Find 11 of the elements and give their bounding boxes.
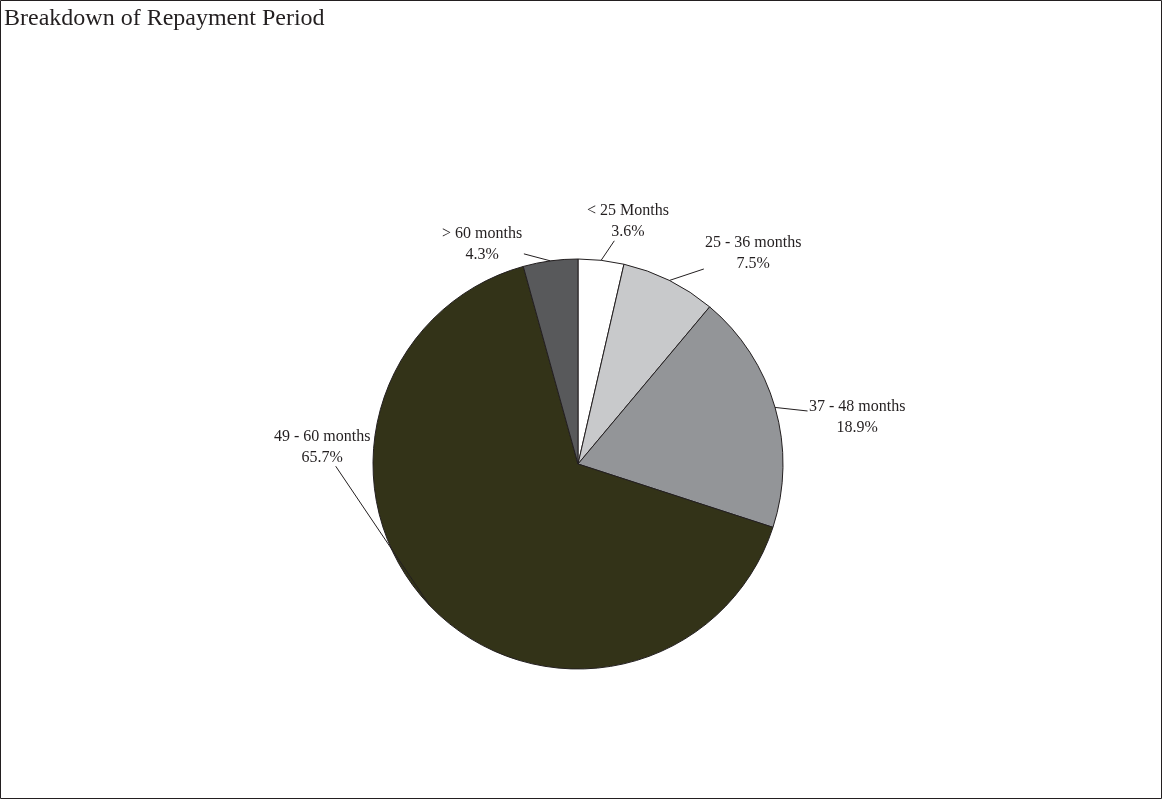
data-label: 7.5% [736, 253, 770, 271]
data-label: 3.6% [611, 221, 645, 239]
data-label: 4.3% [465, 244, 499, 262]
chart-title: Breakdown of Repayment Period [4, 3, 325, 30]
slice-label: 37 - 48 months [809, 397, 906, 414]
slice-label: 25 - 36 months [705, 233, 802, 250]
data-label: 65.7% [301, 447, 343, 465]
slice-label: 49 - 60 months [274, 427, 371, 444]
data-label: 18.9% [836, 417, 878, 435]
slice-label: > 60 months [442, 224, 523, 241]
slice-label: < 25 Months [587, 201, 669, 218]
